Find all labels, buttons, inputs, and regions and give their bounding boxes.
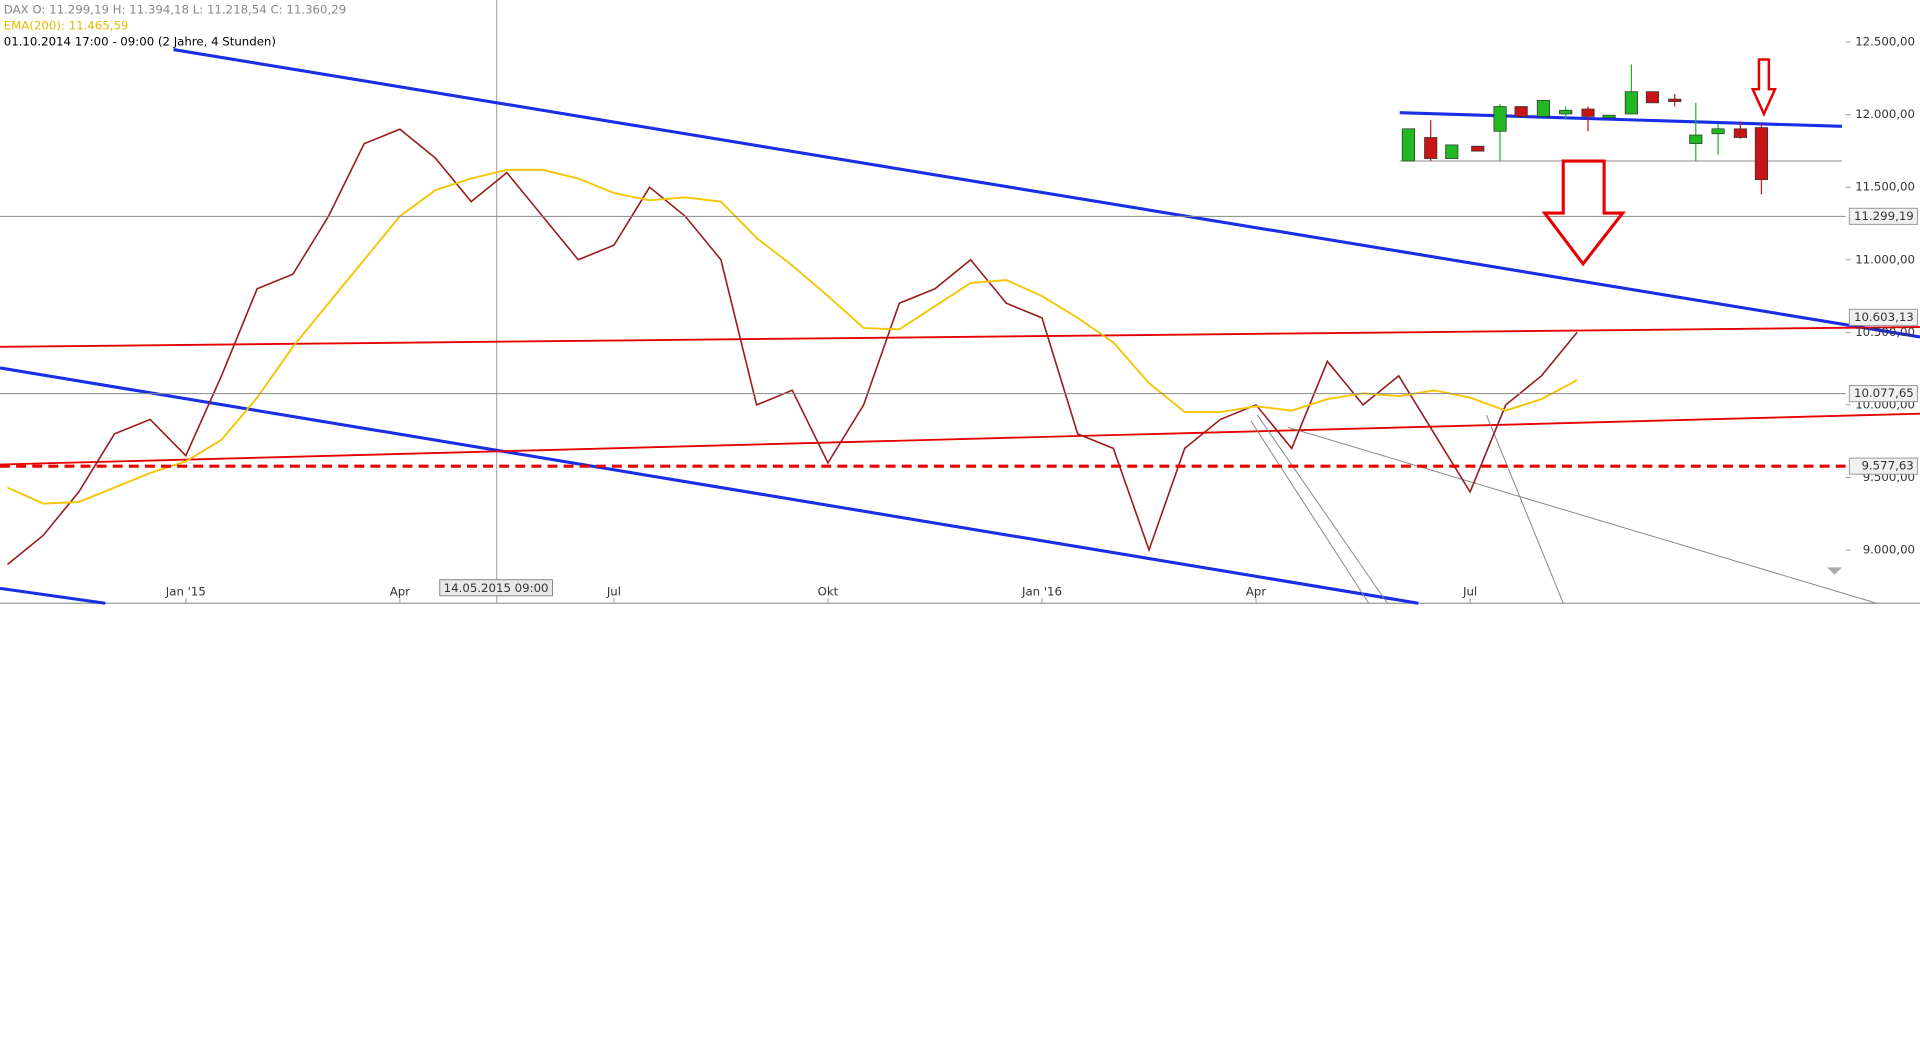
- x-tick-label: Jan '15: [165, 585, 206, 599]
- trend-line: [1288, 426, 1877, 604]
- inset-trend: [1399, 111, 1842, 128]
- inset-candle: [1445, 144, 1459, 159]
- level-label: 10.603,13: [1854, 310, 1914, 324]
- crosshair-label-box: [439, 579, 553, 597]
- inset-candle: [1602, 114, 1616, 119]
- header-ohlc: DAX O: 11.299,19 H: 11.394,18 L: 11.218,…: [4, 2, 346, 16]
- y-tick-label: 12.500,00: [1855, 35, 1915, 49]
- y-tick-label: 11.000,00: [1855, 252, 1915, 266]
- trend-line: [1485, 414, 1564, 604]
- header-range: 01.10.2014 17:00 - 09:00 (2 Jahre, 4 Stu…: [4, 35, 276, 49]
- inset-candle: [1754, 127, 1768, 180]
- y-tick-label: 10.500,00: [1855, 325, 1915, 339]
- scroll-marker: [1827, 567, 1842, 575]
- inset-candle: [1471, 145, 1485, 152]
- x-tick-label: Jul: [606, 585, 621, 599]
- trend-line: [0, 326, 1920, 348]
- inset-candle: [1514, 106, 1528, 117]
- level-label-box: [1848, 457, 1918, 475]
- x-tick-label: Jul: [1462, 585, 1477, 599]
- y-tick-label: 12.000,00: [1855, 107, 1915, 121]
- y-tick-label: 9.000,00: [1863, 542, 1915, 556]
- header-ema: EMA(200): 11.465,59: [4, 19, 129, 33]
- inset-candle: [1559, 109, 1573, 115]
- inset-candle: [1624, 91, 1638, 115]
- inset-candle: [1733, 128, 1747, 138]
- x-tick-label: Okt: [818, 585, 839, 599]
- inset-candle: [1668, 98, 1682, 102]
- y-tick-label: 11.500,00: [1855, 180, 1915, 194]
- price-line: [6, 128, 1578, 566]
- inset-candle: [1581, 108, 1595, 117]
- inset-candle: [1401, 128, 1415, 162]
- inset: [1399, 49, 1845, 199]
- plot: 12.500,00 12.000,00 11.500,00 11.000,00 10.5…: [0, 35, 1918, 604]
- drawings: [0, 48, 1920, 605]
- ema-line: [7, 168, 1578, 505]
- trend-line: [1250, 420, 1370, 604]
- x-tick-label: Apr: [1246, 585, 1266, 599]
- arrow: [1750, 58, 1777, 117]
- arrow: [1541, 159, 1626, 267]
- level-label: 11.299,19: [1854, 209, 1914, 223]
- inset-candle: [1424, 137, 1438, 159]
- inset-candle: [1645, 91, 1659, 104]
- level-label: 9.577,63: [1861, 459, 1913, 473]
- trend-line: [0, 412, 1920, 466]
- inset-candle: [1493, 106, 1507, 132]
- trend-line: [1256, 414, 1388, 604]
- trend-line: [0, 366, 1419, 605]
- inset-candle: [1711, 128, 1725, 135]
- level-label-box: [1848, 207, 1918, 225]
- inset-candle: [1689, 134, 1703, 145]
- x-tick-label: Jan '16: [1021, 585, 1062, 599]
- level-label-box: [1848, 385, 1918, 403]
- level-label: 10.077,65: [1854, 386, 1914, 400]
- crosshair-label: 14.05.2015 09:00: [444, 581, 549, 595]
- inset-candle: [1536, 99, 1550, 117]
- trend-line: [0, 586, 106, 605]
- trend-line: [173, 48, 1920, 339]
- x-tick-label: Apr: [390, 585, 410, 599]
- level-label-box: [1848, 308, 1918, 326]
